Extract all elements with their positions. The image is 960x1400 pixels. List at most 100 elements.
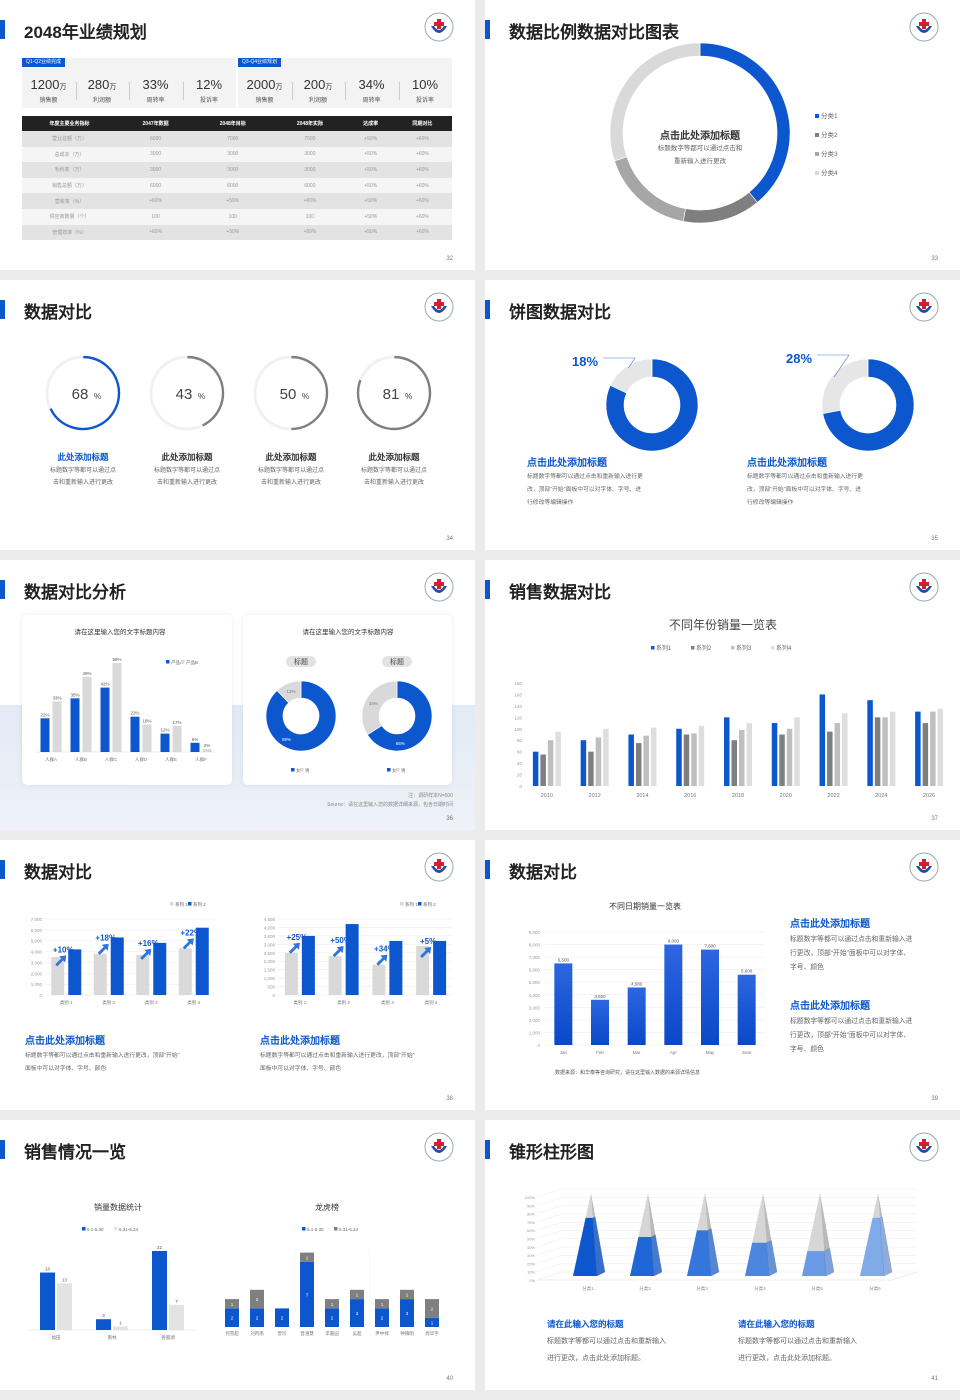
x-tick-label: May: [706, 1050, 715, 1055]
block-title[interactable]: 此处添加标题: [57, 452, 109, 462]
slide-39[interactable]: 不同日期销量一览表 0 1,000 2,000 3,000 4,000 5,000 6,000…: [485, 840, 960, 1110]
block-title[interactable]: 点击此处添加标题: [790, 1001, 870, 1012]
slide-title: 数据对比: [509, 863, 577, 882]
y-tick-label: 100%: [525, 1195, 536, 1200]
slide-38[interactable]: 0 1,000 2,000 3,000 4,000 5,000 6,000 7,000 系列 1…: [0, 840, 475, 1110]
stacked-bar-segment: [375, 1308, 389, 1327]
growth-label: +10%: [53, 945, 74, 954]
chart-title: 请在这里输入您的文字标题内容: [303, 627, 395, 636]
slide-35[interactable]: 18% 28% 饼图数据对比 点击此处添加标题 标题数字等都可以通过点击和重新输入进…: [485, 280, 960, 550]
data-label: 23%: [130, 711, 139, 716]
legend-label: 5.1-5.30: [87, 1227, 104, 1232]
growth-arrow-icon: [55, 955, 67, 967]
chart-title: 龙虎榜: [315, 1202, 339, 1212]
legend-swatch: [302, 1227, 306, 1231]
legend-label: 系列1: [656, 644, 672, 652]
slide-37[interactable]: 不同年份销量一览表 系列1 系列2 系列3 系列4 0 20 40 60 80 100 120 140 1…: [485, 560, 960, 830]
table-row: 销售总额（万） 6000 6000 6000 +50% +60%: [22, 177, 452, 194]
bar: [937, 708, 944, 786]
table-cell: +60%: [117, 193, 195, 209]
pyramid-value-side: [879, 1216, 893, 1277]
bar: [676, 728, 682, 786]
block-text-line: 标题数字等都可以通过点击和重新输入进行更改，顶部“开始”: [25, 1053, 180, 1059]
growth-arrow-icon: [376, 954, 388, 966]
growth-label: +16%: [138, 939, 159, 948]
data-label: 1: [306, 1255, 309, 1260]
stat-item: 33% 周转率: [129, 76, 182, 104]
donut-percent-label: 28%: [786, 351, 812, 366]
y-tick-label: 1,500: [264, 968, 276, 973]
block-title[interactable]: 请在此输入您的标题: [738, 1319, 815, 1329]
stat-divider: [129, 82, 130, 100]
bar: [834, 723, 841, 786]
table-cell: 总成本（万）: [22, 146, 117, 163]
y-tick-label: 4,000: [31, 950, 43, 955]
y-tick-label: 90%: [527, 1203, 535, 1208]
stacked-bar-segment: [250, 1308, 264, 1327]
x-tick-label: 类别 2: [102, 999, 115, 1006]
x-tick-label: 福田: [52, 1334, 61, 1341]
gauge-value: 43: [176, 386, 193, 403]
block-title[interactable]: 此处添加标题: [265, 452, 317, 462]
monthly-sales-chart: 不同日期销量一览表 0 1,000 2,000 3,000 4,000 5,000 6,000…: [529, 901, 765, 1055]
block-title[interactable]: 此处添加标题: [161, 452, 213, 462]
block-title[interactable]: 此处添加标题: [368, 452, 420, 462]
legend-label: 系列 1: [405, 901, 418, 908]
title-accent: [0, 580, 5, 599]
bar: [345, 924, 359, 995]
block-title[interactable]: 点击此处添加标题: [747, 458, 827, 469]
bar: [70, 698, 80, 752]
page-number: 34: [446, 536, 453, 542]
bar: [603, 728, 609, 786]
block-title[interactable]: 点击此处添加标题: [25, 1036, 105, 1047]
block-title[interactable]: 点击此处添加标题: [527, 458, 607, 469]
column-header: 达成率: [348, 116, 393, 131]
bar: [372, 964, 386, 995]
slide-32[interactable]: 2048年业绩规划 Q1-Q2业绩完成 1200万 销售额 280万 利润额 33% 周转…: [0, 0, 475, 270]
logo: [424, 12, 454, 42]
bar: [915, 711, 921, 786]
y-tick-label: 4,000: [529, 993, 541, 998]
slide-40[interactable]: 销量数据统计 5.1-5.30 5.31-6.24 16 13 福田 3 1 南林 22 7 香蜜湖龙…: [0, 1120, 475, 1390]
bar: [827, 731, 833, 786]
block-text-line: 标题数字等都可以通过点: [49, 468, 116, 474]
legend-label: 分类4: [821, 168, 838, 177]
performance-table: 年度主要业务指标 2047年数据 2048年目标 2048年实际 达成率 同期对比 营业总额…: [22, 116, 452, 241]
gauge-unit: %: [405, 392, 412, 401]
slide-34[interactable]: 68% 43% 50% 81% 数据对比 此处添加标题 标题数字等都可以通过点 击和重新输…: [0, 280, 475, 550]
y-tick-label: 3,000: [31, 960, 43, 965]
bar: [580, 740, 587, 786]
bar: [794, 717, 800, 786]
legend-swatch: [170, 902, 174, 906]
table-cell: +60%: [392, 131, 452, 147]
block-title[interactable]: 点击此处添加标题: [790, 919, 870, 930]
legend-swatch: [82, 1227, 86, 1231]
data-label: 6%: [192, 737, 199, 742]
block-title[interactable]: 点击此处添加标题: [260, 1036, 340, 1047]
block-text-line: 标题数字等都可以通过点击和重新输入: [738, 1338, 857, 1345]
block-title[interactable]: 请在此输入您的标题: [547, 1319, 624, 1329]
chart-tag: [286, 656, 316, 667]
slide-41[interactable]: 0% 10% 20% 30% 40% 50% 60% 70% 80% 90% 100% 分类1 分类2 分…: [485, 1120, 960, 1390]
bar: [731, 740, 737, 786]
table-cell: 7000: [271, 131, 349, 147]
page-number: 36: [446, 816, 453, 822]
stacked-bar-segment: [225, 1299, 239, 1309]
stat-value: 33%: [142, 77, 169, 92]
gridline: [536, 1188, 917, 1198]
stat-value: 34%: [358, 77, 385, 92]
bar: [40, 1272, 55, 1330]
pyramid-value-front: [745, 1242, 769, 1276]
slide-33[interactable]: 分类1 分类2 分类3 分类4 数据比例数据对比图表 点击此处添加标题 标题数字等都可…: [485, 0, 960, 270]
slide-36[interactable]: 数据对比分析 请在这里输入您的文字标题内容 产品A 产品B 22% 33% 人群A 35% 4…: [0, 560, 475, 830]
text-block: 点击此处添加标题标题数字等都可以通过点击和重新输入进行更改，顶部“开始”面板中可…: [527, 454, 727, 510]
growth-label: +34%: [374, 945, 395, 954]
y-tick-label: 7,000: [31, 917, 43, 922]
pyramid-value-side: [651, 1234, 663, 1277]
bar: [867, 700, 873, 786]
legend-swatch: [387, 768, 391, 772]
pyramid-value-side: [824, 1248, 835, 1277]
chart-tag: [382, 656, 412, 667]
data-label: 49%: [82, 671, 91, 676]
table-cell: +60%: [392, 224, 452, 241]
